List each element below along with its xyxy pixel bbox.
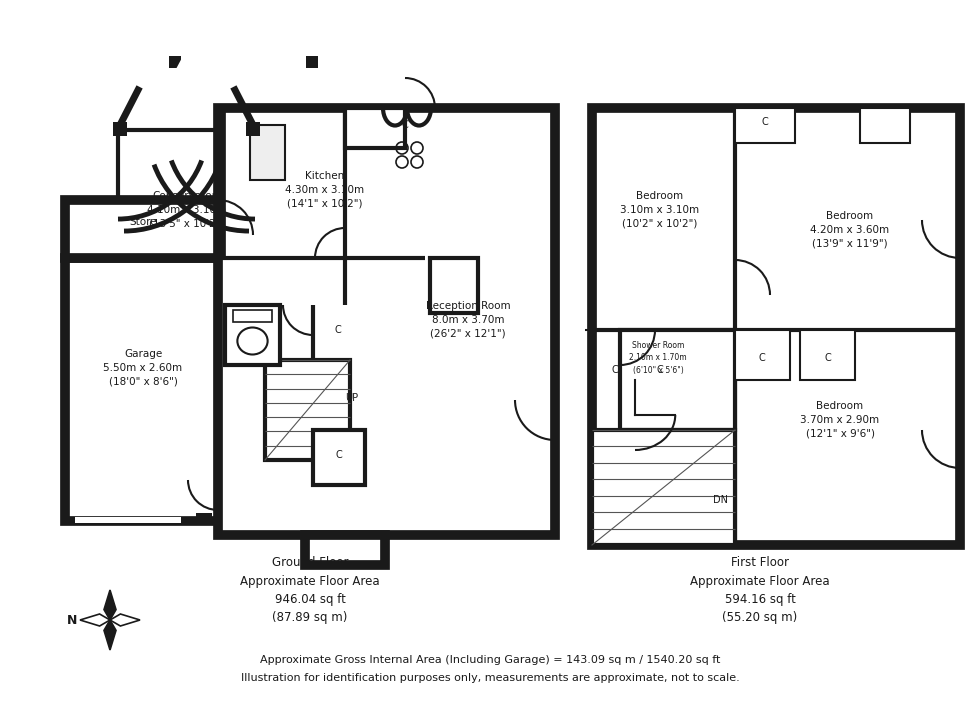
Text: First Floor
Approximate Floor Area
594.16 sq ft
(55.20 sq m): First Floor Approximate Floor Area 594.1… [690, 557, 830, 624]
Bar [225, 305, 280, 365]
Text: C: C [402, 120, 409, 130]
Bar [735, 330, 790, 380]
Bar [65, 258, 221, 521]
Text: C: C [759, 353, 765, 363]
Bar [305, 535, 385, 565]
Bar [860, 108, 910, 143]
Polygon shape [104, 620, 116, 650]
Ellipse shape [237, 328, 268, 355]
Bar [65, 200, 221, 258]
Bar [118, 130, 255, 258]
Polygon shape [80, 614, 110, 626]
Text: Approximate Gross Internal Area (Including Garage) = 143.09 sq m / 1540.20 sq ft: Approximate Gross Internal Area (Includi… [260, 655, 720, 665]
Bar [592, 108, 960, 545]
Text: C: C [612, 365, 618, 375]
Text: Illustration for identification purposes only, measurements are approximate, not: Illustration for identification purposes… [241, 673, 739, 683]
Bar [75, 517, 181, 523]
Text: Conservatory
4.10m x 3.10m
(13'5" x 10'2"): Conservatory 4.10m x 3.10m (13'5" x 10'2… [147, 191, 226, 229]
Text: Bedroom
4.20m x 3.60m
(13'9" x 11'9"): Bedroom 4.20m x 3.60m (13'9" x 11'9") [810, 211, 890, 249]
Text: Shower Room
2.10m x 1.70m
(6'10" x 5'6"): Shower Room 2.10m x 1.70m (6'10" x 5'6") [629, 341, 687, 375]
Bar [113, 122, 127, 136]
Bar [196, 513, 212, 523]
Text: Ground Floor
Approximate Floor Area
946.04 sq ft
(87.89 sq m): Ground Floor Approximate Floor Area 946.… [240, 557, 380, 624]
Text: DN: DN [712, 495, 727, 505]
Bar [592, 430, 735, 545]
Bar [800, 330, 855, 380]
Text: Garage
5.50m x 2.60m
(18'0" x 8'6"): Garage 5.50m x 2.60m (18'0" x 8'6") [104, 349, 182, 387]
Text: Store: Store [129, 217, 157, 227]
Bar [735, 108, 795, 143]
Polygon shape [104, 590, 116, 620]
Text: C: C [761, 117, 768, 127]
Text: N: N [67, 614, 77, 626]
Bar [218, 108, 555, 535]
Text: Kitchen
4.30m x 3.10m
(14'1" x 10'2"): Kitchen 4.30m x 3.10m (14'1" x 10'2") [285, 171, 365, 209]
Text: C: C [657, 365, 663, 375]
Text: UP: UP [345, 393, 359, 403]
Bar [620, 330, 735, 430]
Text: Bedroom
3.10m x 3.10m
(10'2" x 10'2"): Bedroom 3.10m x 3.10m (10'2" x 10'2") [620, 191, 700, 229]
Text: Bedroom
3.70m x 2.90m
(12'1" x 9'6"): Bedroom 3.70m x 2.90m (12'1" x 9'6") [801, 401, 880, 439]
Text: C: C [824, 353, 831, 363]
Bar [233, 310, 272, 322]
Text: Reception Room
8.0m x 3.70m
(26'2" x 12'1"): Reception Room 8.0m x 3.70m (26'2" x 12'… [425, 301, 511, 339]
Bar [345, 108, 405, 148]
Bar [250, 125, 285, 180]
Text: C: C [335, 450, 342, 460]
Bar [430, 258, 478, 313]
Bar [306, 55, 318, 68]
Bar [265, 360, 350, 460]
Bar [246, 122, 260, 136]
Text: C: C [334, 325, 341, 335]
Bar [313, 430, 365, 485]
Polygon shape [110, 614, 140, 626]
Bar [170, 55, 181, 68]
